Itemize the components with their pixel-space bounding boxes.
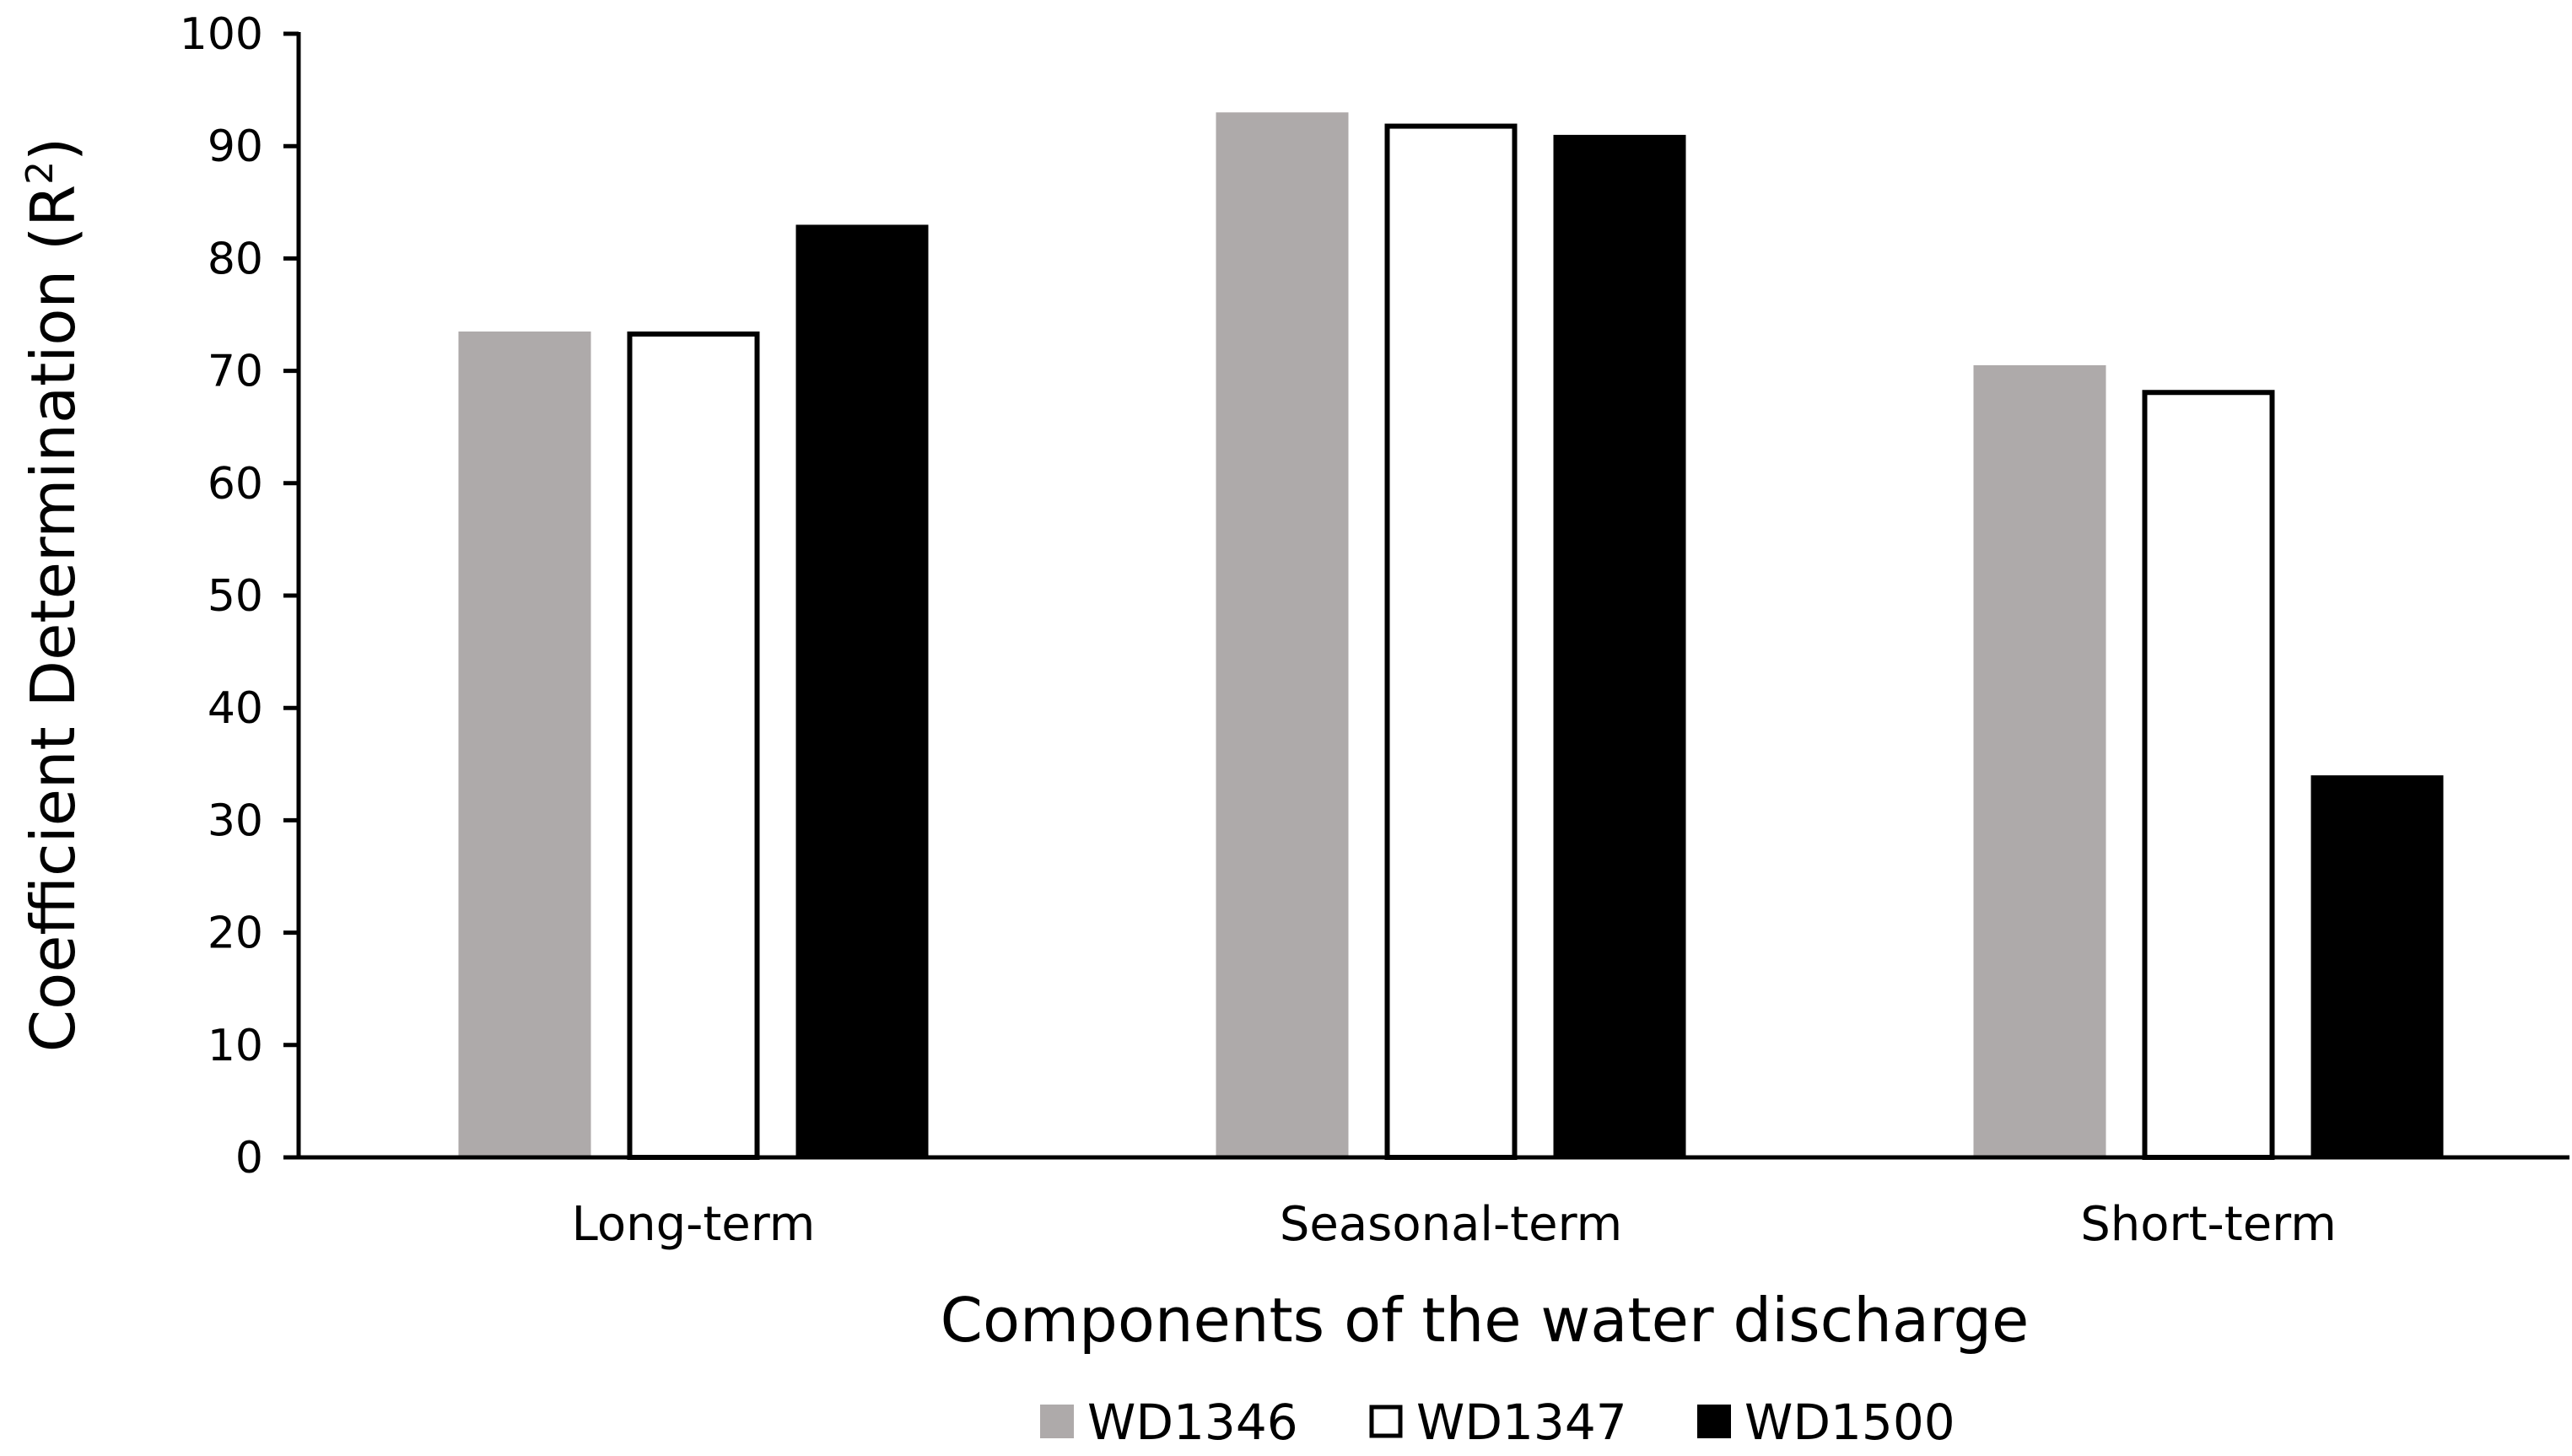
- x-category-label: Seasonal-term: [1280, 1197, 1622, 1252]
- y-tick-label: 80: [208, 234, 263, 284]
- y-axis-title-main: Coefficient Determination (R: [18, 185, 89, 1052]
- bar-wd1347-short-term: [2142, 390, 2275, 1160]
- y-tick-label: 50: [208, 571, 263, 622]
- bar-wd1346-short-term: [1973, 364, 2106, 1157]
- y-tick-label: 70: [208, 347, 263, 397]
- legend-swatch-wd1347: [1369, 1405, 1403, 1438]
- y-axis-title-end: ): [18, 138, 89, 161]
- y-axis-title-superscript: 2: [19, 161, 62, 185]
- legend-label-wd1500: WD1500: [1744, 1394, 1955, 1451]
- x-axis-title: Components of the water discharge: [941, 1285, 2030, 1356]
- legend-swatch-wd1346: [1040, 1405, 1074, 1438]
- legend: WD1346 WD1347 WD1500: [1040, 1394, 1955, 1451]
- legend-swatch-wd1500: [1697, 1405, 1731, 1438]
- y-tick-label: 90: [208, 121, 263, 172]
- legend-label-wd1346: WD1346: [1087, 1394, 1298, 1451]
- bar-wd1500-long-term: [795, 224, 929, 1158]
- bar-wd1500-short-term: [2310, 775, 2444, 1157]
- x-category-label: Long-term: [572, 1197, 816, 1252]
- x-axis-category-labels: Long-term Seasonal-term Short-term: [572, 1197, 2337, 1252]
- y-tick-label: 100: [180, 9, 263, 60]
- y-tick-label: 40: [208, 683, 263, 734]
- x-category-label: Short-term: [2080, 1197, 2337, 1252]
- bars-group: [458, 112, 2444, 1161]
- bar-wd1347-long-term: [627, 331, 760, 1161]
- bar-wd1500-seasonal-term: [1553, 134, 1686, 1157]
- y-tick-label: 60: [208, 459, 263, 510]
- legend-label-wd1347: WD1347: [1416, 1394, 1627, 1451]
- y-tick-label: 20: [208, 909, 263, 959]
- y-tick-label: 30: [208, 795, 263, 846]
- y-tick-label: 0: [235, 1133, 263, 1184]
- bar-wd1346-seasonal-term: [1216, 112, 1349, 1158]
- bar-wd1347-seasonal-term: [1384, 123, 1518, 1160]
- y-axis-title: Coefficient Determination (R2): [18, 138, 89, 1052]
- y-axis-ticks: 0 10 20 30 40 50 60 70 80 90 100: [180, 9, 299, 1184]
- y-tick-label: 10: [208, 1021, 263, 1071]
- bar-wd1346-long-term: [458, 331, 591, 1158]
